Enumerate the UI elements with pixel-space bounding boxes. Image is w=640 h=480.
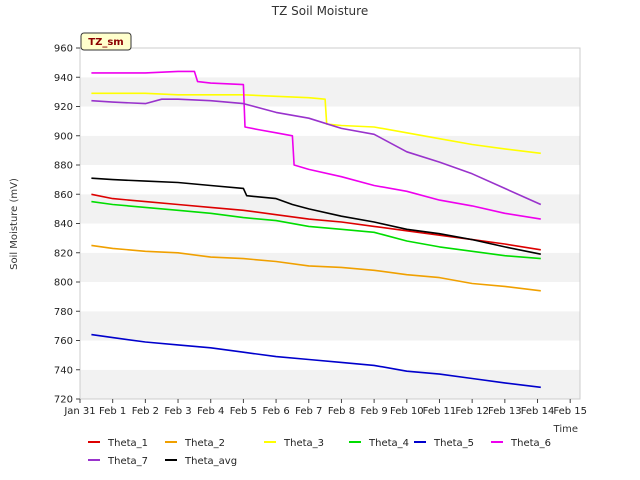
y-tick-label: 900 [54,131,73,142]
plot-band [80,369,580,399]
y-axis-label: Soil Moisture (mV) [9,178,20,270]
plot-band [80,282,580,312]
plot-band [80,106,580,136]
y-tick-label: 760 [54,336,73,347]
y-tick-label: 720 [54,395,73,406]
plot-band [80,77,580,107]
x-tick-label: Feb 6 [262,406,289,417]
x-tick-label: Feb 4 [197,406,224,417]
y-tick-label: 880 [54,161,73,172]
y-tick-label: 940 [54,73,73,84]
x-tick-label: Feb 7 [295,406,322,417]
legend-label: Theta_2 [184,438,225,449]
y-tick-label: 840 [54,219,73,230]
x-tick-label: Feb 13 [488,406,522,417]
y-tick-label: 960 [54,44,73,55]
series-lines [91,70,542,389]
series-line-theta-6 [91,70,541,220]
series-line-theta-avg [91,177,541,255]
x-tick-label: Feb 15 [553,406,587,417]
x-tick-label: Feb 8 [328,406,355,417]
x-tick-label: Feb 3 [164,406,191,417]
y-tick-label: 860 [54,190,73,201]
legend-label: Theta_3 [283,438,324,449]
legend-label: Theta_1 [107,438,148,449]
y-tick-label: 820 [54,248,73,259]
x-tick-label: Feb 11 [423,406,457,417]
plot-band [80,165,580,195]
series-line-theta-4 [91,200,541,260]
series-line-theta-3 [91,92,541,155]
y-tick-label: 780 [54,307,73,318]
x-tick-label: Feb 10 [390,406,424,417]
x-tick-label: Feb 14 [521,406,555,417]
site-badge-label: TZ_sm [88,37,123,48]
x-tick-label: Feb 1 [99,406,126,417]
site-badge-box [80,32,132,51]
chart-title: TZ Soil Moisture [271,4,368,18]
plot-band [80,311,580,341]
legend-label: Theta_5 [433,438,474,449]
series-line-theta-2 [91,244,541,292]
legend-label: Theta_avg [184,456,237,467]
plot-band [80,135,580,165]
x-axis-ticks: Jan 31 Feb 1 Feb 2 Feb 3 Feb 4 Feb 5 Feb 6 Feb … [63,399,587,417]
x-tick-label: Feb 12 [455,406,489,417]
series-line-theta-5 [91,333,541,389]
y-tick-label: 740 [54,365,73,376]
legend-label: Theta_6 [510,438,551,449]
legend-label: Theta_7 [107,456,148,467]
x-tick-label: Feb 5 [230,406,257,417]
legend: Theta_1 Theta_2 Theta_3 Theta_4 Theta_5 Theta… [88,438,551,467]
series-line-theta-7 [91,98,542,206]
x-tick-label: Feb 9 [360,406,387,417]
x-tick-label: Feb 2 [132,406,159,417]
legend-label: Theta_4 [368,438,409,449]
y-axis-ticks: 720 740 760 780 800 820 840 860 880 900 920 940 960 [54,44,80,406]
plot-band [80,340,580,370]
x-tick-label: Jan 31 [63,406,95,417]
y-tick-label: 800 [54,278,73,289]
site-badge: TZ_sm [80,32,132,51]
y-tick-label: 920 [54,102,73,113]
x-axis-label: Time [553,424,578,435]
